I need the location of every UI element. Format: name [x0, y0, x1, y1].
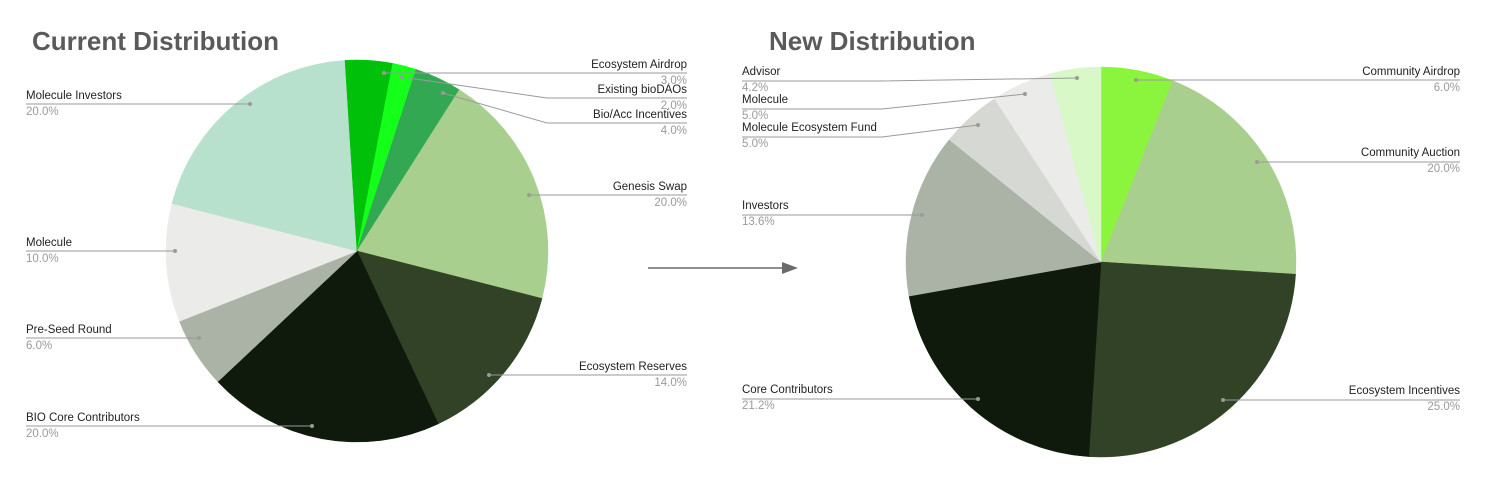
- slice-percent-community-airdrop: 6.0%: [1434, 82, 1460, 94]
- leader-dot-bio-acc-incentives: [441, 91, 445, 95]
- slice-percent-genesis-swap: 20.0%: [654, 197, 687, 209]
- slice-label-advisor: Advisor: [742, 66, 781, 78]
- slice-percent-ecosystem-airdrop: 3.0%: [661, 75, 687, 87]
- pie-slice-molecule: [165, 203, 358, 322]
- leader-dot-community-airdrop: [1134, 78, 1138, 82]
- pie-slice-genesis-swap: [356, 89, 549, 299]
- slice-percent-pre-seed-round: 6.0%: [26, 340, 52, 352]
- leader-dot-molecule-ecosystem-fund: [976, 123, 980, 127]
- pie-slice-investors: [905, 139, 1102, 297]
- leader-dot-advisor: [1075, 76, 1079, 80]
- leader-dot-core-contributors: [976, 397, 980, 401]
- pie-slice-advisor: [1049, 66, 1102, 263]
- pie-slice-ecosystem-reserves: [356, 250, 543, 425]
- slice-percent-molecule-ecosystem-fund: 5.0%: [742, 138, 768, 150]
- leader-dot-genesis-swap: [527, 193, 531, 197]
- leader-dot-ecosystem-reserves: [487, 373, 491, 377]
- pie-slice-bio-core-contributors: [217, 250, 439, 443]
- leader-line-molecule: [742, 93, 1026, 110]
- slice-label-community-auction: Community Auction: [1361, 147, 1460, 159]
- slice-label-molecule: Molecule: [742, 94, 788, 106]
- pie-new: Community Airdrop 6.0% Community Auction 20…: [742, 66, 1460, 458]
- slice-label-molecule-investors: Molecule Investors: [26, 90, 122, 102]
- leader-line-existing-biodaos: [401, 76, 687, 99]
- slice-label-pre-seed-round: Pre-Seed Round: [26, 324, 112, 336]
- chart-title-current: Current Distribution: [32, 26, 279, 56]
- pie-current: Ecosystem Airdrop 3.0%Existing bioDAOs 2.0…: [26, 59, 687, 443]
- pie-slices: [905, 66, 1297, 458]
- leader-dot-molecule-investors: [248, 102, 252, 106]
- pie-slice-ecosystem-incentives: [1088, 261, 1296, 458]
- slice-label-ecosystem-reserves: Ecosystem Reserves: [579, 361, 687, 373]
- slice-percent-ecosystem-incentives: 25.0%: [1427, 401, 1460, 413]
- leader-dot-molecule: [173, 249, 177, 253]
- slice-percent-ecosystem-reserves: 14.0%: [654, 377, 687, 389]
- slice-percent-molecule: 5.0%: [742, 110, 768, 122]
- leader-dot-community-auction: [1255, 160, 1259, 164]
- slice-percent-advisor: 4.2%: [742, 82, 768, 94]
- leader-line-bio-acc-incentives: [442, 92, 687, 124]
- pie-slice-community-auction: [1100, 80, 1297, 275]
- slice-label-bio-core-contributors: BIO Core Contributors: [26, 412, 140, 424]
- slice-label-molecule-ecosystem-fund: Molecule Ecosystem Fund: [742, 122, 877, 134]
- leader-dot-bio-core-contributors: [310, 424, 314, 428]
- slice-percent-molecule-investors: 20.0%: [26, 106, 59, 118]
- chart-title-new: New Distribution: [769, 26, 976, 56]
- leader-line-molecule-ecosystem-fund: [742, 124, 979, 138]
- slice-percent-community-auction: 20.0%: [1427, 163, 1460, 175]
- pie-slice-segment-9: [344, 59, 358, 252]
- slice-percent-investors: 13.6%: [742, 216, 775, 228]
- leader-dot-existing-biodaos: [400, 75, 404, 79]
- leader-dot-pre-seed-round: [197, 336, 201, 340]
- leader-dot-molecule: [1023, 92, 1027, 96]
- slice-label-ecosystem-airdrop: Ecosystem Airdrop: [591, 59, 687, 71]
- slice-label-genesis-swap: Genesis Swap: [613, 181, 687, 193]
- leader-dot-ecosystem-airdrop: [382, 71, 386, 75]
- slice-label-ecosystem-incentives: Ecosystem Incentives: [1349, 385, 1460, 397]
- slice-label-existing-biodaos: Existing bioDAOs: [598, 84, 688, 96]
- pie-labels: Ecosystem Airdrop 3.0%Existing bioDAOs 2.0…: [26, 59, 687, 440]
- pie-slices: [165, 59, 549, 443]
- pie-slice-core-contributors: [908, 261, 1102, 457]
- slice-percent-bio-core-contributors: 20.0%: [26, 428, 59, 440]
- slice-percent-bio-acc-incentives: 4.0%: [661, 125, 687, 137]
- leader-dot-ecosystem-incentives: [1221, 398, 1225, 402]
- leader-dot-investors: [920, 213, 924, 217]
- slice-label-molecule: Molecule: [26, 237, 72, 249]
- leader-line-advisor: [742, 77, 1078, 82]
- slice-percent-core-contributors: 21.2%: [742, 400, 775, 412]
- right-arrow-icon: [648, 262, 798, 274]
- slice-percent-existing-biodaos: 2.0%: [661, 100, 687, 112]
- slice-label-investors: Investors: [742, 200, 789, 212]
- slice-label-core-contributors: Core Contributors: [742, 384, 833, 396]
- slice-percent-molecule: 10.0%: [26, 253, 59, 265]
- slice-label-bio-acc-incentives: Bio/Acc Incentives: [593, 109, 687, 121]
- slice-label-community-airdrop: Community Airdrop: [1362, 66, 1460, 78]
- pie-labels: Community Airdrop 6.0% Community Auction 20…: [742, 66, 1460, 413]
